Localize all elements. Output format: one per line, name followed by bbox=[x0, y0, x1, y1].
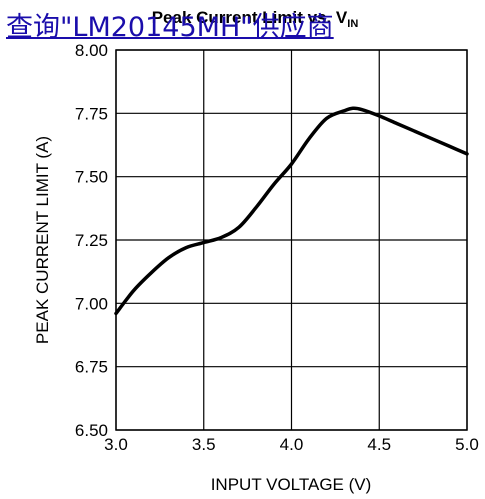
y-tick-label: 8.00 bbox=[75, 41, 108, 60]
y-axis-label: PEAK CURRENT LIMIT (A) bbox=[33, 136, 52, 344]
y-tick-label: 7.00 bbox=[75, 294, 108, 313]
x-tick-label: 3.5 bbox=[192, 435, 216, 454]
chart-title: Peak Current Limit vs. VIN bbox=[152, 8, 359, 30]
y-tick-label: 7.50 bbox=[75, 168, 108, 187]
y-tick-label: 7.75 bbox=[75, 104, 108, 123]
x-tick-label: 4.5 bbox=[367, 435, 391, 454]
x-axis-label: INPUT VOLTAGE (V) bbox=[211, 475, 372, 494]
grid-lines bbox=[115, 49, 468, 431]
y-tick-label: 7.25 bbox=[75, 231, 108, 250]
y-tick-label: 6.50 bbox=[75, 421, 108, 440]
plot-frame bbox=[115, 49, 468, 431]
x-tick-labels: 3.0 3.5 4.0 4.5 5.0 bbox=[104, 435, 479, 454]
x-tick-label: 5.0 bbox=[455, 435, 479, 454]
y-tick-label: 6.75 bbox=[75, 358, 108, 377]
x-tick-label: 3.0 bbox=[104, 435, 128, 454]
y-tick-labels: 6.50 6.75 7.00 7.25 7.50 7.75 8.00 bbox=[75, 41, 108, 440]
chart-title-subscript: IN bbox=[347, 18, 358, 30]
supplier-link[interactable]: 查询"LM20145MH"供应商 bbox=[6, 12, 334, 43]
series-line-peak-current bbox=[114, 106, 469, 316]
x-tick-label: 4.0 bbox=[280, 435, 304, 454]
chart-title-main: Peak Current Limit vs. V bbox=[152, 8, 348, 27]
